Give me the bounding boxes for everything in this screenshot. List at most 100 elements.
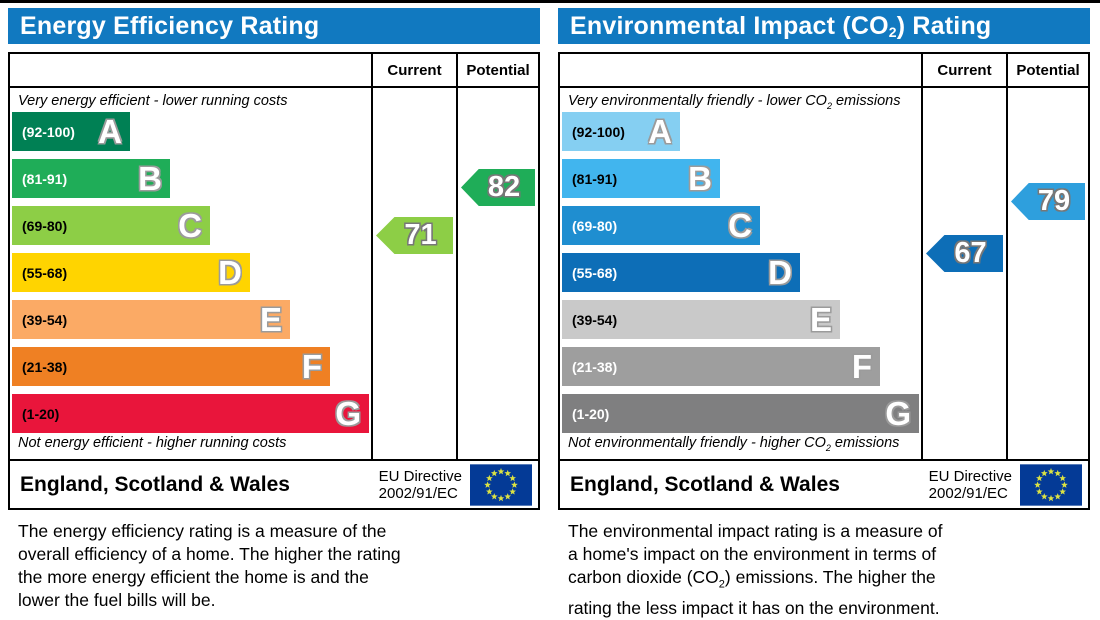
potential-column-header: Potential bbox=[456, 54, 538, 86]
band-f: (21-38) F bbox=[562, 347, 880, 386]
bottom-caption: Not environmentally friendly - higher CO… bbox=[568, 435, 917, 453]
table-header-row: Current Potential bbox=[10, 54, 538, 88]
bottom-caption-suffix: emissions bbox=[830, 435, 900, 452]
potential-column-header: Potential bbox=[1006, 54, 1088, 86]
top-caption-text: Very energy efficient - lower running co… bbox=[18, 93, 288, 109]
potential-rating-arrow: 79 bbox=[1011, 183, 1085, 220]
band-range-label: (92-100) bbox=[572, 123, 625, 140]
rating-table: Current Potential Very environmentally f… bbox=[558, 52, 1090, 510]
band-f: (21-38) F bbox=[12, 347, 330, 386]
band-letter: A bbox=[648, 113, 672, 150]
current-rating-arrow: 67 bbox=[926, 235, 1003, 272]
band-letter: F bbox=[301, 348, 322, 385]
top-caption-sub: 2 bbox=[826, 100, 832, 111]
eu-flag-icon bbox=[1020, 463, 1082, 506]
band-range-label: (1-20) bbox=[22, 405, 60, 422]
band-letter: A bbox=[98, 113, 122, 150]
band-e: (39-54) E bbox=[562, 300, 840, 339]
band-letter: B bbox=[138, 160, 162, 197]
band-range-label: (1-20) bbox=[572, 405, 610, 422]
band-range-label: (39-54) bbox=[22, 311, 68, 328]
potential-rating-arrow: 82 bbox=[461, 169, 535, 206]
top-caption: Very energy efficient - lower running co… bbox=[18, 93, 367, 111]
band-g: (1-20) G bbox=[12, 394, 369, 433]
band-letter: F bbox=[851, 348, 872, 385]
band-d: (55-68) D bbox=[12, 253, 250, 292]
table-header-row: Current Potential bbox=[560, 54, 1088, 88]
eu-directive-line1: EU Directive bbox=[928, 467, 1012, 485]
bottom-caption: Not energy efficient - higher running co… bbox=[18, 435, 367, 453]
eu-directive-line2: 2002/91/EC bbox=[378, 484, 458, 502]
band-range-label: (21-38) bbox=[572, 358, 618, 375]
table-body: Very environmentally friendly - lower CO… bbox=[560, 88, 1088, 459]
band-letter: D bbox=[218, 254, 242, 291]
band-letter: G bbox=[335, 395, 361, 432]
eu-directive-line2: 2002/91/EC bbox=[928, 484, 1008, 502]
band-range-label: (69-80) bbox=[572, 217, 618, 234]
bottom-caption-text: Not environmentally friendly - higher CO bbox=[568, 435, 826, 452]
band-letter: G bbox=[885, 395, 911, 432]
band-b: (81-91) B bbox=[562, 159, 720, 198]
top-caption-suffix: emissions bbox=[831, 93, 901, 109]
bottom-caption-text: Not energy efficient - higher running co… bbox=[18, 435, 287, 452]
eu-flag-icon bbox=[470, 463, 532, 506]
band-range-label: (92-100) bbox=[22, 123, 75, 140]
description-sub: 2 bbox=[718, 578, 725, 591]
potential-column: 82 bbox=[456, 88, 538, 459]
band-letter: E bbox=[259, 301, 282, 338]
environmental-description: The environmental impact rating is a mea… bbox=[568, 520, 1038, 620]
eu-directive-line1: EU Directive bbox=[378, 467, 462, 485]
energy-efficiency-panel: Energy Efficiency Rating Current Potenti… bbox=[8, 8, 540, 510]
band-range-label: (81-91) bbox=[22, 170, 68, 187]
region-label: England, Scotland & Wales bbox=[20, 472, 290, 496]
band-letter: C bbox=[178, 207, 202, 244]
table-footer: England, Scotland & Wales EU Directive 2… bbox=[560, 459, 1088, 508]
current-column: 67 bbox=[921, 88, 1006, 459]
potential-column: 79 bbox=[1006, 88, 1088, 459]
panel-title-energy: Energy Efficiency Rating bbox=[8, 8, 540, 44]
energy-description: The energy efficiency rating is a measur… bbox=[18, 520, 488, 620]
header-spacer bbox=[560, 54, 921, 86]
band-letter: C bbox=[728, 207, 752, 244]
eu-directive-label: EU Directive 2002/91/EC bbox=[379, 468, 462, 502]
panel-title-text: Energy Efficiency Rating bbox=[20, 11, 320, 40]
panel-title-suffix: ) Rating bbox=[896, 11, 992, 40]
band-range-label: (39-54) bbox=[572, 311, 618, 328]
band-range-label: (55-68) bbox=[572, 264, 618, 281]
band-a: (92-100) A bbox=[562, 112, 680, 151]
table-body: Very energy efficient - lower running co… bbox=[10, 88, 538, 459]
band-range-label: (55-68) bbox=[22, 264, 68, 281]
band-letter: B bbox=[688, 160, 712, 197]
rating-table: Current Potential Very energy efficient … bbox=[8, 52, 540, 510]
environmental-impact-panel: Environmental Impact (CO 2) Rating Curren… bbox=[558, 8, 1090, 510]
bands-column: Very energy efficient - lower running co… bbox=[10, 88, 371, 459]
description-text: The environmental impact rating is a mea… bbox=[568, 521, 943, 587]
band-b: (81-91) B bbox=[12, 159, 170, 198]
band-e: (39-54) E bbox=[12, 300, 290, 339]
panel-title-environmental: Environmental Impact (CO 2) Rating bbox=[558, 8, 1090, 44]
band-range-label: (21-38) bbox=[22, 358, 68, 375]
band-g: (1-20) G bbox=[562, 394, 919, 433]
panel-title-text: Environmental Impact (CO bbox=[570, 11, 889, 40]
band-c: (69-80) C bbox=[12, 206, 210, 245]
panel-title-sub: 2 bbox=[888, 24, 897, 40]
top-caption: Very environmentally friendly - lower CO… bbox=[568, 93, 917, 111]
description-text: The energy efficiency rating is a measur… bbox=[18, 521, 401, 610]
region-label: England, Scotland & Wales bbox=[570, 472, 840, 496]
bottom-caption-sub: 2 bbox=[825, 443, 831, 453]
current-column: 71 bbox=[371, 88, 456, 459]
band-letter: E bbox=[809, 301, 832, 338]
table-footer: England, Scotland & Wales EU Directive 2… bbox=[10, 459, 538, 508]
top-caption-text: Very environmentally friendly - lower CO bbox=[568, 93, 827, 109]
band-letter: D bbox=[768, 254, 792, 291]
band-d: (55-68) D bbox=[562, 253, 800, 292]
band-range-label: (69-80) bbox=[22, 217, 68, 234]
current-rating-arrow: 71 bbox=[376, 217, 453, 254]
current-column-header: Current bbox=[921, 54, 1006, 86]
band-range-label: (81-91) bbox=[572, 170, 618, 187]
band-c: (69-80) C bbox=[562, 206, 760, 245]
current-column-header: Current bbox=[371, 54, 456, 86]
bands-column: Very environmentally friendly - lower CO… bbox=[560, 88, 921, 459]
eu-directive-label: EU Directive 2002/91/EC bbox=[929, 468, 1012, 502]
band-a: (92-100) A bbox=[12, 112, 130, 151]
